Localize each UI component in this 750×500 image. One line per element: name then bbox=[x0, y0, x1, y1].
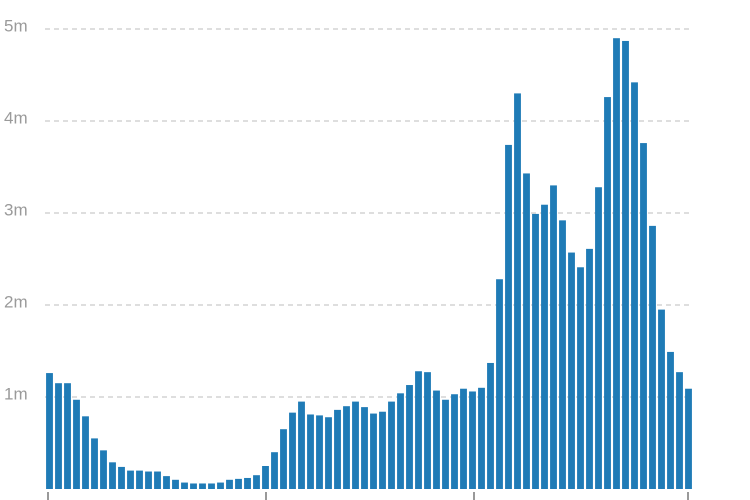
bar bbox=[334, 409, 341, 489]
bar bbox=[640, 143, 647, 489]
bar bbox=[208, 483, 215, 489]
bar bbox=[145, 471, 152, 489]
bar bbox=[154, 471, 161, 489]
bar bbox=[532, 213, 539, 490]
bar bbox=[370, 413, 377, 489]
bar bbox=[604, 97, 611, 489]
bar bbox=[487, 362, 494, 489]
bar bbox=[658, 309, 665, 489]
bar bbox=[361, 407, 368, 489]
bar bbox=[514, 93, 521, 490]
bar bbox=[46, 373, 53, 489]
bar bbox=[442, 399, 449, 489]
bar bbox=[82, 416, 89, 489]
bar bbox=[343, 406, 350, 489]
bar bbox=[100, 450, 107, 489]
bar bbox=[172, 479, 179, 489]
bar bbox=[631, 82, 638, 490]
bar bbox=[622, 40, 629, 490]
bar bbox=[676, 372, 683, 489]
bar bbox=[541, 204, 548, 489]
bar bbox=[91, 438, 98, 489]
bar bbox=[559, 220, 566, 490]
bar bbox=[244, 477, 251, 489]
bar bbox=[586, 248, 593, 489]
bar bbox=[118, 466, 125, 489]
bar bbox=[289, 412, 296, 489]
bar bbox=[433, 390, 440, 489]
bar bbox=[613, 38, 620, 489]
bar bbox=[253, 475, 260, 489]
bar bbox=[325, 417, 332, 489]
bar bbox=[316, 415, 323, 489]
bar bbox=[235, 478, 242, 489]
bar bbox=[199, 483, 206, 489]
y-tick-label: 4m bbox=[4, 108, 28, 127]
bar bbox=[64, 383, 71, 489]
bar bbox=[271, 452, 278, 489]
bar bbox=[568, 252, 575, 489]
bar bbox=[550, 185, 557, 489]
y-tick-label: 2m bbox=[4, 292, 28, 311]
bar bbox=[352, 401, 359, 489]
bar bbox=[496, 279, 503, 489]
bar bbox=[451, 394, 458, 489]
bar bbox=[109, 462, 116, 489]
bar bbox=[136, 470, 143, 489]
y-tick-label: 1m bbox=[4, 384, 28, 403]
bar bbox=[280, 429, 287, 489]
bar bbox=[505, 144, 512, 490]
bar bbox=[73, 399, 80, 489]
bar bbox=[469, 391, 476, 489]
bar bbox=[379, 411, 386, 489]
bar bbox=[406, 385, 413, 489]
bar bbox=[577, 267, 584, 489]
bar bbox=[460, 388, 467, 489]
bar bbox=[685, 388, 692, 489]
bar bbox=[163, 476, 170, 489]
bar bbox=[388, 401, 395, 489]
bar bbox=[307, 414, 314, 489]
bar bbox=[649, 225, 656, 489]
bar bbox=[190, 483, 197, 489]
bar bbox=[523, 173, 530, 489]
bar bbox=[667, 351, 674, 489]
bar bbox=[262, 466, 269, 489]
y-tick-label: 5m bbox=[4, 16, 28, 35]
bar bbox=[595, 187, 602, 490]
bar bbox=[55, 383, 62, 489]
bar bbox=[226, 479, 233, 489]
bar bbox=[424, 372, 431, 489]
bar bbox=[298, 401, 305, 489]
bar bbox=[127, 470, 134, 489]
y-tick-label: 3m bbox=[4, 200, 28, 219]
bar bbox=[397, 393, 404, 489]
bar bbox=[478, 387, 485, 489]
bar bbox=[415, 371, 422, 489]
bar bbox=[181, 482, 188, 489]
bar bbox=[217, 482, 224, 489]
